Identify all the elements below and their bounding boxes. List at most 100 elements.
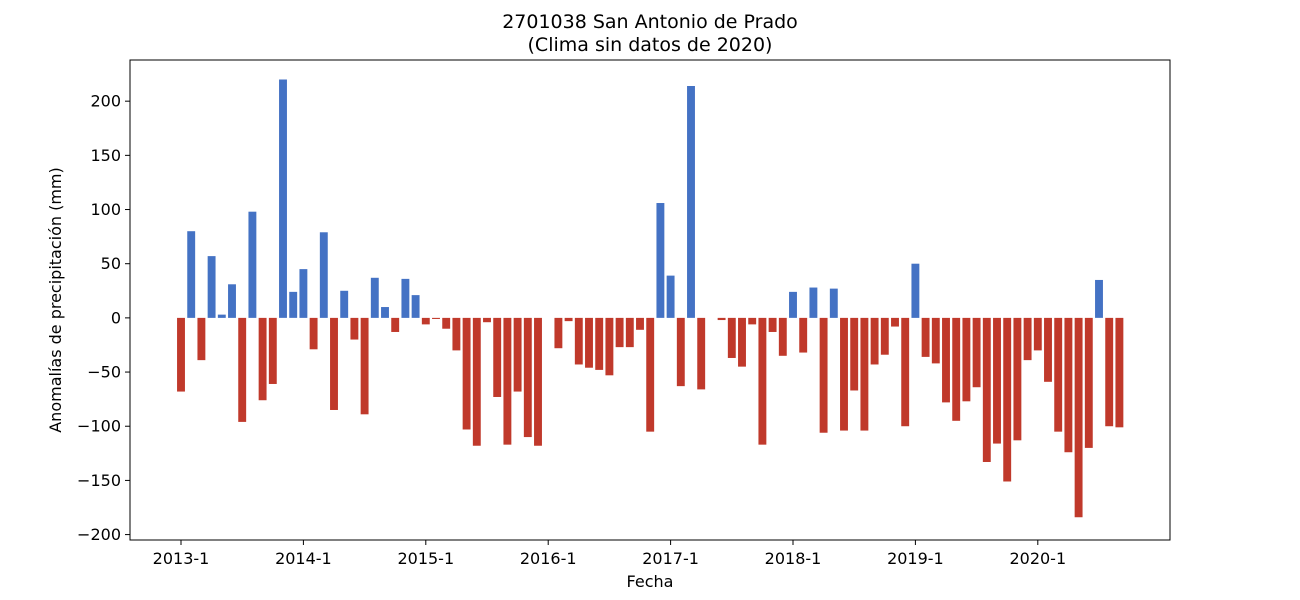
bar <box>340 290 349 318</box>
bar <box>391 317 400 332</box>
y-tick-label: 150 <box>90 146 121 165</box>
bar <box>534 317 542 446</box>
x-tick-label: 2018-1 <box>765 549 822 568</box>
bar <box>840 317 848 431</box>
bar <box>370 277 379 318</box>
x-tick-label: 2019-1 <box>887 549 944 568</box>
bar <box>217 314 226 318</box>
x-tick-label: 2014-1 <box>275 549 332 568</box>
y-tick-label: −200 <box>77 525 121 544</box>
bar <box>993 317 1001 444</box>
bar <box>1115 317 1124 428</box>
bar <box>615 317 624 348</box>
bar <box>819 317 828 433</box>
bar <box>656 203 665 318</box>
bar <box>330 317 338 410</box>
bar <box>921 317 930 357</box>
bar <box>574 317 583 365</box>
y-tick-label: 200 <box>90 92 121 111</box>
bar <box>1084 317 1093 448</box>
bar <box>493 317 502 397</box>
bar <box>1023 317 1032 361</box>
bar <box>554 317 563 349</box>
bar <box>421 317 430 325</box>
bar <box>238 317 247 422</box>
bar <box>411 295 420 318</box>
bar <box>1074 317 1083 518</box>
bar <box>228 284 236 318</box>
x-tick-label: 2016-1 <box>520 549 577 568</box>
bar <box>1044 317 1052 382</box>
bar <box>462 317 471 430</box>
bar <box>860 317 869 431</box>
bar <box>870 317 879 365</box>
bar <box>646 317 655 432</box>
bar <box>605 317 614 376</box>
bar <box>789 291 797 318</box>
bar <box>452 317 461 351</box>
bars-group <box>177 79 1124 518</box>
y-tick-label: −50 <box>87 363 121 382</box>
bar <box>901 317 910 427</box>
bar <box>279 79 287 318</box>
bar <box>982 317 991 462</box>
bar <box>778 317 787 356</box>
bar <box>952 317 961 421</box>
bar <box>748 317 757 325</box>
bar <box>442 317 451 329</box>
bar <box>1105 317 1114 427</box>
bar <box>758 317 767 445</box>
bar <box>962 317 971 402</box>
bar <box>523 317 532 438</box>
bar <box>177 317 185 392</box>
bar <box>248 211 257 318</box>
x-tick-label: 2013-1 <box>153 549 210 568</box>
bar <box>809 287 818 318</box>
y-axis: −200 −150 −100 −50 0 50 100 150 200 <box>77 92 130 544</box>
x-tick-label: 2015-1 <box>397 549 454 568</box>
bar <box>850 317 859 391</box>
bar <box>1003 317 1012 482</box>
bar <box>585 317 593 368</box>
bar <box>472 317 481 446</box>
bar <box>687 86 695 318</box>
bar <box>625 317 634 348</box>
bar <box>1033 317 1042 351</box>
bar <box>829 288 838 318</box>
bar <box>636 317 644 330</box>
bar <box>717 317 726 321</box>
bar <box>595 317 604 370</box>
bar <box>350 317 359 340</box>
y-tick-label: 0 <box>111 308 121 327</box>
bar <box>942 317 950 403</box>
bar <box>891 317 899 327</box>
bar <box>360 317 369 415</box>
bar <box>401 278 410 318</box>
x-axis-label: Fecha <box>627 572 674 591</box>
bar <box>197 317 206 361</box>
y-tick-label: −150 <box>77 471 121 490</box>
bar <box>738 317 746 367</box>
bar <box>1013 317 1022 441</box>
y-axis-label: Anomalías de precipitación (mm) <box>46 167 65 433</box>
bar <box>268 317 277 384</box>
bar <box>676 317 685 387</box>
bar <box>483 317 491 323</box>
bar <box>697 317 706 390</box>
bar <box>972 317 981 388</box>
bar <box>1064 317 1073 453</box>
y-tick-label: −100 <box>77 417 121 436</box>
bar <box>1095 279 1103 318</box>
bar <box>258 317 267 401</box>
bar <box>432 317 440 319</box>
bar <box>564 317 573 322</box>
y-tick-label: 100 <box>90 200 121 219</box>
bar <box>381 307 389 318</box>
bar <box>207 256 216 318</box>
chart-subtitle: (Clima sin datos de 2020) <box>528 34 773 56</box>
bar <box>931 317 940 364</box>
bar <box>299 269 308 318</box>
bar <box>187 231 196 318</box>
bar <box>666 275 675 318</box>
